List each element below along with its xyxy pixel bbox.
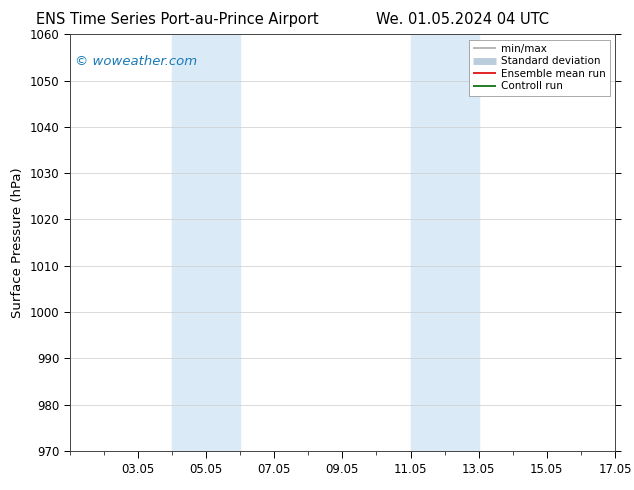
Text: © woweather.com: © woweather.com	[75, 55, 197, 68]
Y-axis label: Surface Pressure (hPa): Surface Pressure (hPa)	[11, 167, 24, 318]
Bar	[172, 34, 240, 451]
Text: We. 01.05.2024 04 UTC: We. 01.05.2024 04 UTC	[377, 12, 549, 27]
Legend: min/max, Standard deviation, Ensemble mean run, Controll run: min/max, Standard deviation, Ensemble me…	[469, 40, 610, 96]
Bar	[411, 34, 479, 451]
Text: ENS Time Series Port-au-Prince Airport: ENS Time Series Port-au-Prince Airport	[36, 12, 319, 27]
